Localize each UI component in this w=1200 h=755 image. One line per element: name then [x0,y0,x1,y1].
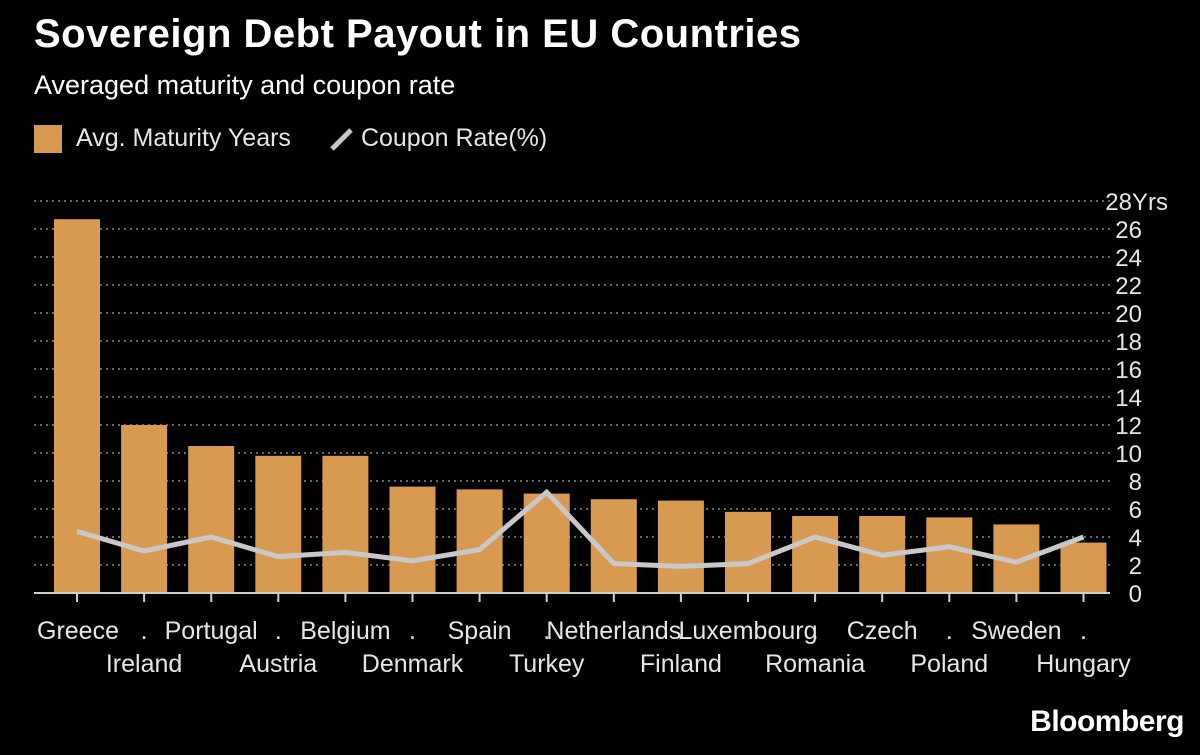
x-tick-label: . [275,617,282,645]
y-tick-label: 20 [1115,301,1142,328]
y-tick-label: 12 [1115,413,1142,440]
x-tick-label: . [141,617,148,645]
x-tick-label: . [946,617,953,645]
chart-title: Sovereign Debt Payout in EU Countries [34,12,802,56]
y-tick-label: 22 [1115,273,1142,300]
y-tick-label: 14 [1115,385,1142,412]
y-tick-label: 24 [1115,245,1142,272]
x-tick-label: Denmark [362,650,464,678]
legend-item-bars: Avg. Maturity Years [34,124,291,153]
x-tick-label: Portugal [165,617,258,645]
bar-poland [926,517,973,593]
coupon-rate-line [76,488,1085,569]
x-tick-label: Netherlands [546,617,681,645]
bar-belgium [322,455,369,593]
bar-denmark [389,486,436,593]
x-tick-label: Hungary [1036,650,1131,678]
x-tick-label: Finland [640,650,722,678]
y-tick-label: 6 [1129,497,1142,524]
bar-portugal [188,446,235,593]
y-tick-label: 18 [1115,329,1142,356]
y-tick-label: 10 [1115,441,1142,468]
x-tick-label: . [1080,617,1087,645]
legend-bars-label: Avg. Maturity Years [76,124,291,152]
y-tick-label: 2 [1129,553,1142,580]
bar-luxembourg [725,511,771,593]
y-tick-label: 16 [1115,357,1142,384]
y-tick-label: 0 [1129,581,1142,608]
chart-subtitle: Averaged maturity and coupon rate [34,70,456,100]
legend-bar-swatch-icon [34,124,62,153]
x-tick-label: Greece [37,617,119,645]
legend: Avg. Maturity Years Coupon Rate(%) [34,124,583,153]
x-tick-label: Belgium [300,617,390,645]
bar-austria [255,455,302,593]
y-tick-label: 8 [1129,469,1142,496]
legend-item-line: Coupon Rate(%) [327,124,547,153]
x-tick-label: . [543,617,550,645]
x-tick-label: Ireland [106,650,182,678]
x-tick-label: Czech [847,617,918,645]
bar-hungary [1060,542,1107,593]
y-tick-label: 26 [1115,217,1142,244]
x-tick-label: . [409,617,416,645]
y-tick-label: 4 [1129,525,1142,552]
x-tick-label: Luxembourg [679,617,818,645]
bar-ireland [121,425,168,593]
legend-line-swatch-icon [330,127,353,151]
x-tick-label: Turkey [509,650,585,678]
bar-romania [792,516,839,593]
x-tick-label: Spain [448,617,512,645]
bloomberg-logo: Bloomberg [1030,705,1184,738]
bar-spain [456,489,503,593]
x-tick-label: Austria [239,650,317,678]
x-tick-label: . [812,617,819,645]
y-axis-top-label: 28Yrs [1105,189,1168,216]
legend-line-label: Coupon Rate(%) [360,124,548,152]
bar-greece [54,219,100,593]
x-tick-label: Romania [765,650,865,678]
x-tick-label: . [677,617,684,645]
bar-finland [657,500,704,593]
x-tick-label: Poland [910,650,988,678]
x-tick-label: Sweden [971,617,1061,645]
